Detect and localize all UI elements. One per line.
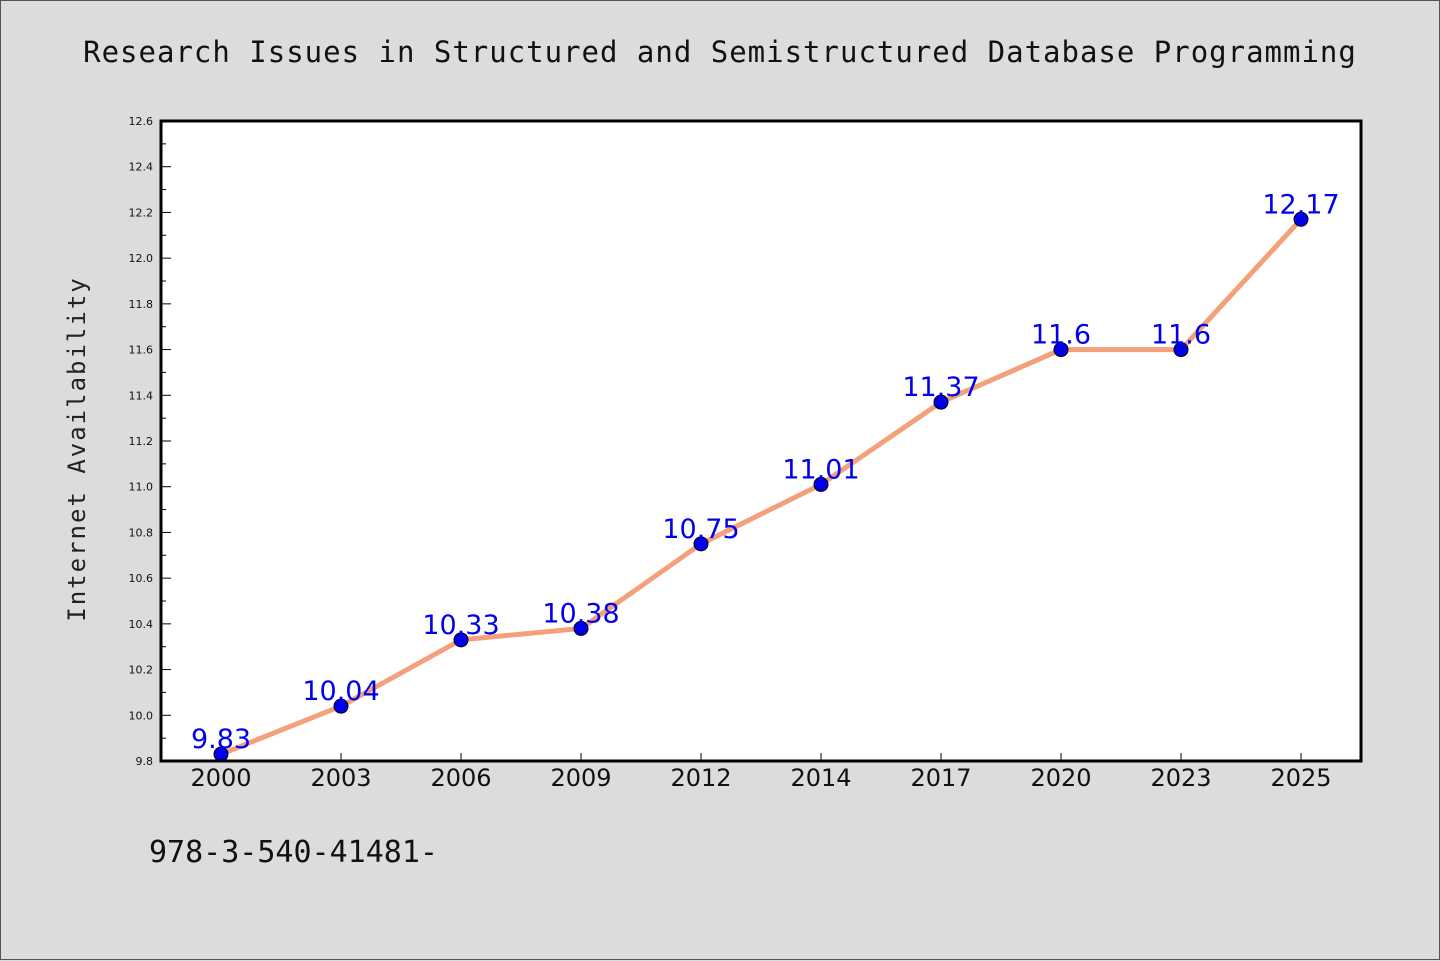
data-point (333, 698, 349, 714)
y-tick-label: 11.4 (129, 389, 154, 402)
y-tick-label: 12.2 (129, 206, 154, 219)
data-label: 10.33 (422, 610, 499, 641)
y-tick-label: 10.2 (129, 664, 154, 677)
x-tick-label: 2006 (430, 764, 491, 792)
data-point (933, 394, 949, 410)
y-tick-label: 12.4 (129, 161, 154, 174)
x-tick-label: 2020 (1030, 764, 1091, 792)
series-line (218, 216, 1304, 757)
y-tick-label: 11.6 (129, 344, 154, 357)
y-tick-label: 10.6 (129, 572, 154, 585)
footnote-text: 978-3-540-41481- (149, 835, 438, 870)
chart-title: Research Issues in Structured and Semist… (83, 35, 1357, 69)
x-tick-label: 2012 (670, 764, 731, 792)
data-label: 11.37 (902, 372, 979, 403)
data-label: 11.6 (1031, 320, 1091, 351)
x-tick-label: 2009 (550, 764, 611, 792)
y-tick-label: 11.2 (129, 435, 154, 448)
data-point (693, 536, 709, 552)
x-tick-label: 2003 (310, 764, 371, 792)
data-label: 12.17 (1262, 189, 1339, 220)
x-tick-label: 2023 (1150, 764, 1211, 792)
y-tick-label: 11.8 (129, 298, 154, 311)
x-tick-label: 2000 (190, 764, 251, 792)
y-tick-label: 11.0 (129, 481, 154, 494)
x-tick-label: 2017 (910, 764, 971, 792)
plot-area (161, 121, 1361, 761)
data-label: 11.6 (1151, 320, 1211, 351)
data-label: 9.83 (191, 724, 251, 755)
data-point (1053, 342, 1069, 358)
plot-border (159, 119, 1363, 763)
y-tick-label: 12.6 (129, 115, 154, 128)
data-label: 10.75 (662, 514, 739, 545)
y-tick-label: 10.8 (129, 526, 154, 539)
data-label: 10.04 (302, 676, 379, 707)
y-tick-label: 10.0 (129, 709, 154, 722)
y-tick-label: 9.8 (136, 755, 154, 768)
y-tick-label: 12.0 (129, 252, 154, 265)
x-tick-label: 2014 (790, 764, 851, 792)
data-point (453, 632, 469, 648)
data-point (1293, 211, 1309, 227)
data-point (573, 620, 589, 636)
x-tick-label: 2025 (1270, 764, 1331, 792)
data-label: 10.38 (542, 598, 619, 629)
data-point (813, 476, 829, 492)
data-label: 11.01 (782, 454, 859, 485)
y-tick-label: 10.4 (129, 618, 154, 631)
data-point (1173, 342, 1189, 358)
